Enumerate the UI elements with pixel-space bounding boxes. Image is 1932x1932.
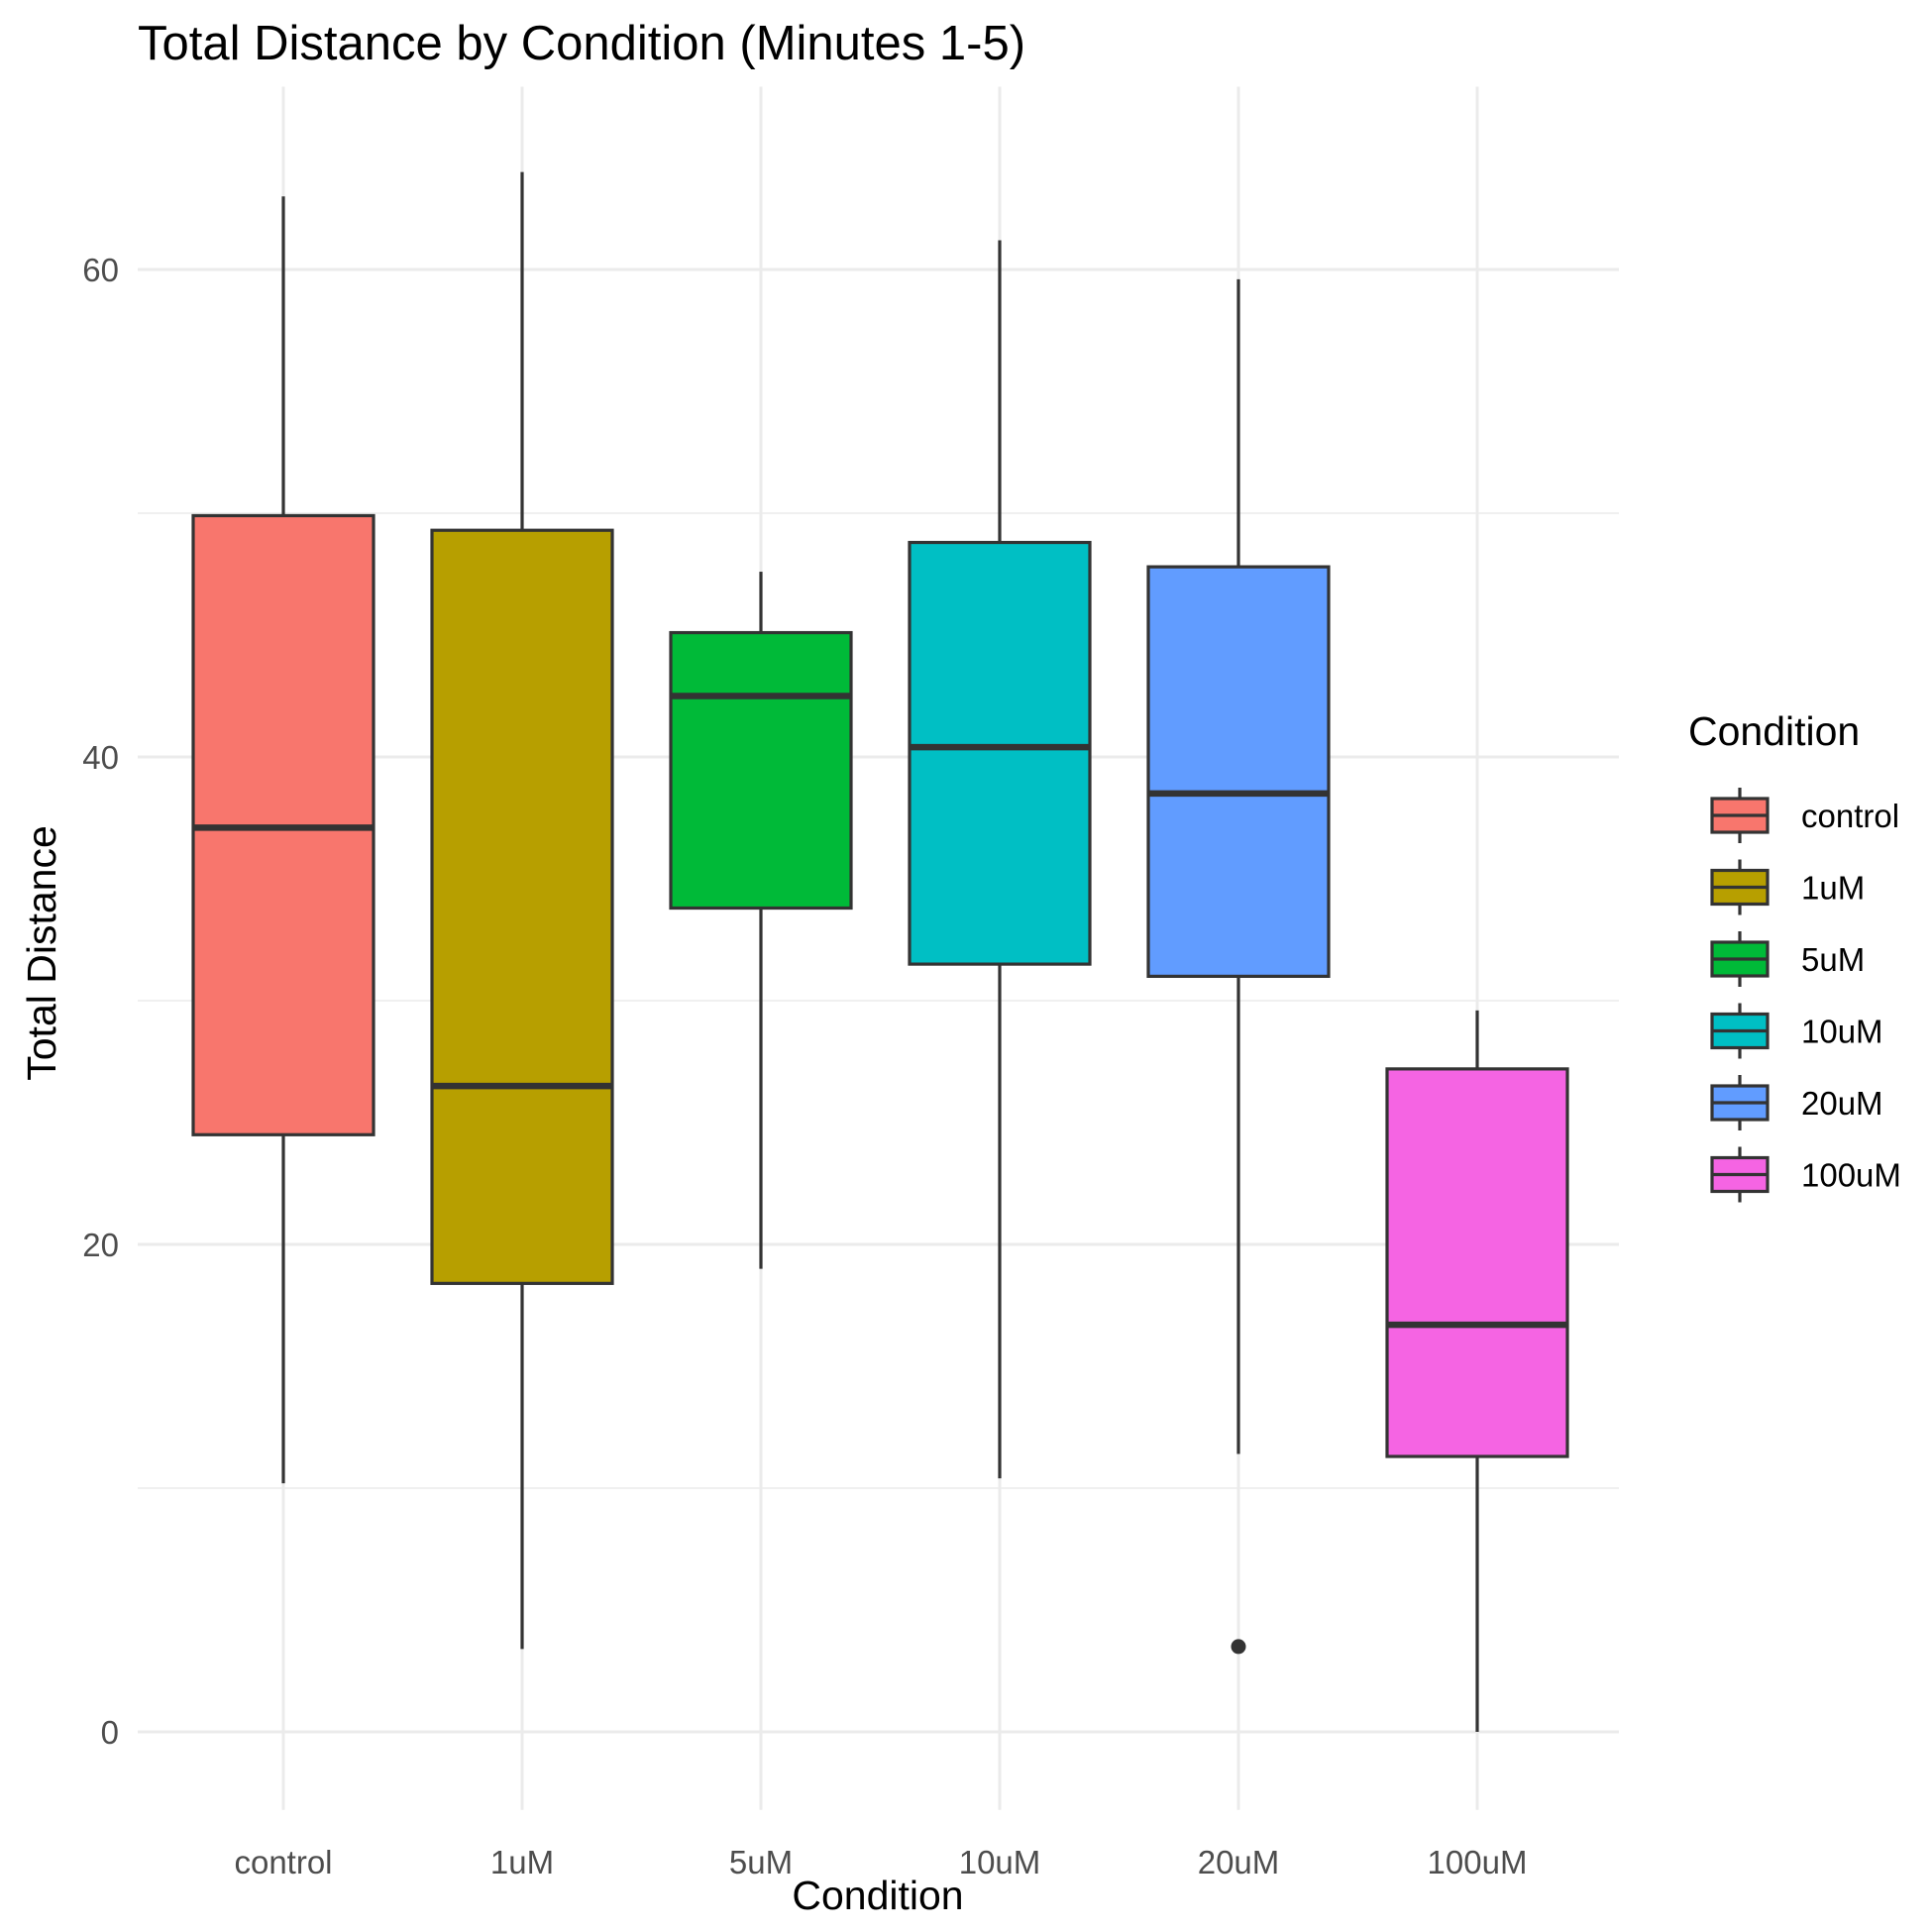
legend-label: control	[1801, 798, 1899, 834]
legend-label: 5uM	[1801, 941, 1865, 978]
box-group-20uM	[1146, 278, 1331, 1655]
legend-item-10uM: 10uM	[1710, 1003, 1883, 1059]
box-group-100uM	[1385, 1010, 1569, 1732]
legend-item-100uM: 100uM	[1710, 1146, 1901, 1203]
legend-label: 1uM	[1801, 870, 1865, 907]
x-tick-label: 20uM	[1198, 1844, 1280, 1880]
box-group-10uM	[908, 240, 1092, 1479]
x-axis-ticks: control 1uM 5uM 10uM 20uM 100uM	[234, 1844, 1527, 1880]
box-group-control	[191, 196, 376, 1484]
legend-item-1uM: 1uM	[1710, 859, 1865, 915]
box	[1385, 1067, 1569, 1458]
box-group-5uM	[669, 572, 853, 1269]
x-tick-label: control	[234, 1844, 332, 1880]
legend-label: 100uM	[1801, 1157, 1901, 1194]
box	[908, 540, 1092, 966]
box-group-1uM	[430, 171, 614, 1650]
y-axis-title: Total Distance	[19, 825, 64, 1081]
box	[1146, 565, 1331, 978]
chart-title: Total Distance by Condition (Minutes 1-5…	[138, 17, 1025, 70]
y-tick-label: 20	[82, 1227, 119, 1263]
box	[669, 630, 853, 911]
box	[430, 528, 614, 1285]
legend-label: 20uM	[1801, 1085, 1883, 1122]
y-tick-label: 0	[101, 1714, 119, 1751]
outlier-point	[1231, 1639, 1246, 1655]
legend-label: 10uM	[1801, 1014, 1883, 1050]
legend-items: control 1uM 5uM 10uM 20uM 100uM	[1710, 788, 1901, 1203]
x-tick-label: 10uM	[959, 1844, 1041, 1880]
axes: 0 20 40 60 control 1uM 5uM 10uM 20uM 100uM	[82, 252, 1527, 1880]
y-tick-label: 60	[82, 252, 119, 288]
legend-item-20uM: 20uM	[1710, 1075, 1883, 1130]
x-axis-title: Condition	[792, 1873, 963, 1918]
legend-item-5uM: 5uM	[1710, 931, 1865, 987]
legend-title: Condition	[1688, 708, 1860, 754]
x-tick-label: 100uM	[1428, 1844, 1528, 1880]
y-tick-label: 40	[82, 739, 119, 776]
x-tick-label: 5uM	[729, 1844, 793, 1880]
x-tick-label: 1uM	[490, 1844, 554, 1880]
legend-item-control: control	[1710, 788, 1899, 843]
y-axis-ticks: 0 20 40 60	[82, 252, 119, 1751]
boxplot-series	[191, 171, 1569, 1732]
legend: Condition control 1uM 5uM 10uM 20uM 100uM	[1688, 708, 1901, 1203]
